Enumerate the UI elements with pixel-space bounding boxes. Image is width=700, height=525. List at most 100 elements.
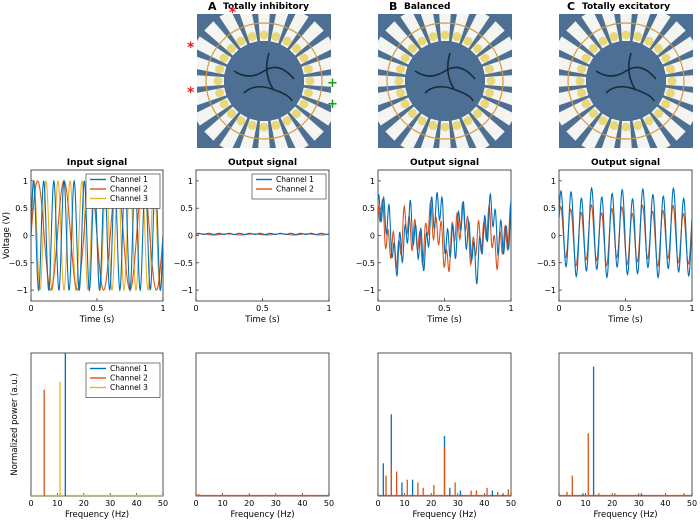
panel-caption: Totally inhibitory	[223, 2, 309, 12]
x-tick-label: 10	[400, 499, 410, 508]
electrode-pad	[226, 109, 236, 119]
series-line-channel-1	[377, 191, 512, 285]
electrode-pad	[480, 99, 490, 109]
electrode-pad	[581, 99, 591, 109]
plot-frame	[558, 352, 693, 497]
electrode-pad	[259, 30, 269, 40]
electrode-pad	[213, 76, 223, 86]
series-line-channel-1	[195, 232, 330, 235]
series-line-channel-1	[30, 178, 164, 293]
ring-outline	[567, 22, 685, 140]
electrode-pad	[292, 109, 302, 119]
panel-letter: B	[389, 0, 397, 13]
x-tick-label: 0.5	[256, 304, 269, 313]
x-tick-label: 50	[506, 499, 516, 508]
panel-caption: Balanced	[404, 2, 450, 12]
legend-entry: Channel 3	[110, 383, 148, 392]
electrode-pad	[661, 99, 671, 109]
electrode-pad	[667, 76, 677, 86]
electrode-pad	[621, 30, 631, 40]
x-tick-label: 20	[426, 499, 436, 508]
y-tick-label: 1	[551, 177, 556, 186]
y-tick-label: 0	[23, 232, 28, 241]
electrode-pad	[282, 36, 292, 46]
x-tick-label: 0	[193, 499, 198, 508]
electrode-pad	[259, 122, 269, 132]
input-spectrum-plot: 0 10 20 30 40 50 Frequency (Hz) Normalized powe…	[10, 352, 168, 520]
x-tick-label: 30	[634, 499, 644, 508]
marker-group: * * * + +	[187, 5, 338, 112]
panel-letter: C	[567, 0, 575, 13]
y-tick-label: 0	[188, 232, 193, 241]
x-tick-label: 10	[52, 499, 62, 508]
y-tick-label: −1	[16, 286, 28, 295]
electrode-pad	[305, 76, 315, 86]
electrode-pad	[644, 36, 654, 46]
culture-center	[224, 41, 304, 121]
x-axis-label: Time (s)	[244, 315, 280, 325]
y-axis-label: Voltage (V)	[2, 212, 12, 259]
electrode-pad	[299, 99, 309, 109]
x-tick-label: 40	[479, 499, 489, 508]
x-tick-label: 0	[556, 304, 561, 313]
electrode-pad	[292, 43, 302, 53]
x-tick-label: 20	[607, 499, 617, 508]
red-asterisk-marker: *	[229, 5, 237, 21]
electrode-pad	[633, 32, 643, 42]
panel-label-b: B Balanced	[389, 0, 450, 13]
x-tick-label: 0	[28, 304, 33, 313]
x-tick-label: 1	[160, 304, 165, 313]
electrode-pad	[407, 109, 417, 119]
electrode-pad	[654, 43, 664, 53]
x-tick-label: 0	[28, 499, 33, 508]
x-axis-label: Time (s)	[79, 315, 115, 325]
green-plus-marker: +	[327, 76, 338, 91]
y-tick-label: −1	[544, 286, 556, 295]
x-tick-label: 1	[689, 304, 694, 313]
electrode-pad	[644, 116, 654, 126]
electrode-pad	[303, 64, 313, 74]
electrode-array-photo-balanced	[378, 14, 512, 148]
ring-outline	[205, 22, 323, 140]
ring-outline	[386, 22, 504, 140]
x-tick-label: 40	[297, 499, 307, 508]
x-tick-label: 10	[218, 499, 228, 508]
x-tick-label: 0	[375, 499, 380, 508]
electrode-pad	[661, 53, 671, 63]
electrode-pad	[486, 76, 496, 86]
culture-center	[586, 41, 666, 121]
input-signal-plot: Input signal 0 0.5 1 1 0.5 0 −0.5 −1 Time (s) Volt…	[2, 158, 166, 325]
electrode-pad	[219, 99, 229, 109]
x-tick-label: 0.5	[438, 304, 451, 313]
electrode-pad	[440, 122, 450, 132]
panel-label-c: C Totally excitatory	[567, 0, 670, 13]
x-tick-label: 30	[105, 499, 115, 508]
electrode-pad	[577, 64, 587, 74]
neuron-network	[233, 52, 295, 102]
electrode-pad	[226, 43, 236, 53]
electrode-pad	[588, 109, 598, 119]
plot-title: Output signal	[228, 158, 297, 168]
electrode-pad	[484, 64, 494, 74]
electrode-pad	[598, 36, 608, 46]
y-axis-label: Normalized power (a.u.)	[10, 373, 20, 476]
panel-caption: Totally excitatory	[582, 2, 670, 12]
electrode-pad	[417, 36, 427, 46]
electrode-pad	[299, 53, 309, 63]
legend-entry: Channel 2	[276, 185, 314, 194]
electrode-pad	[271, 120, 281, 130]
y-tick-label: −0.5	[537, 259, 556, 268]
output-spectrum-inhibitory-plot: 0 10 20 30 40 50 Frequency (Hz)	[193, 352, 334, 520]
electrode-pad	[665, 64, 675, 74]
red-asterisk-marker: *	[187, 85, 195, 101]
y-tick-label: 0.5	[543, 204, 556, 213]
legend-box	[251, 173, 327, 200]
x-tick-label: 10	[581, 499, 591, 508]
neuron-network	[414, 52, 476, 102]
output-signal-balanced-plot: Output signal 0 0.5 1 1 0.5 0 −0.5 −1 Time (s)	[356, 158, 514, 325]
x-axis-label: Frequency (Hz)	[65, 510, 129, 520]
electrode-pad	[575, 76, 585, 86]
electrode-pad	[473, 43, 483, 53]
